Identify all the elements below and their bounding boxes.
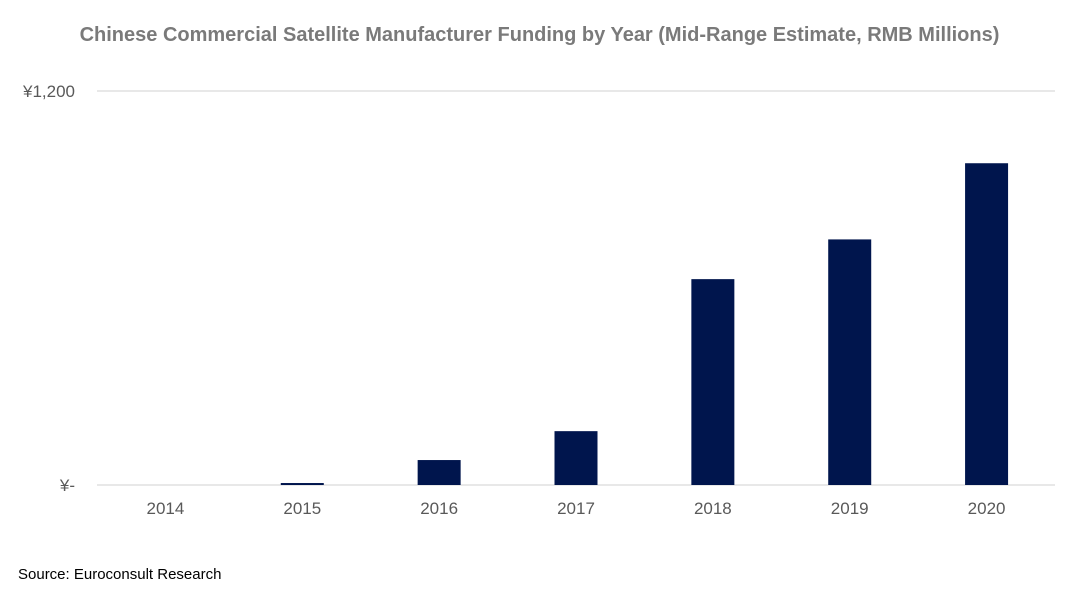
chart-title: Chinese Commercial Satellite Manufacture… [79, 24, 1000, 46]
y-tick-label: ¥1,200 [22, 82, 75, 101]
bar-2017 [554, 431, 598, 485]
y-tick-label: ¥- [59, 476, 75, 495]
x-tick-label: 2015 [283, 499, 321, 518]
bar-2018 [691, 279, 735, 485]
x-tick-label: 2018 [694, 499, 732, 518]
bar-2016 [417, 460, 461, 485]
x-tick-label: 2017 [557, 499, 595, 518]
x-tick-label: 2016 [420, 499, 458, 518]
bar-2015 [280, 483, 324, 485]
bar-2019 [828, 239, 872, 485]
x-tick-label: 2019 [831, 499, 869, 518]
bar-2020 [965, 163, 1009, 485]
x-tick-label: 2014 [147, 499, 185, 518]
source-note: Source: Euroconsult Research [18, 566, 222, 583]
x-tick-label: 2020 [968, 499, 1006, 518]
